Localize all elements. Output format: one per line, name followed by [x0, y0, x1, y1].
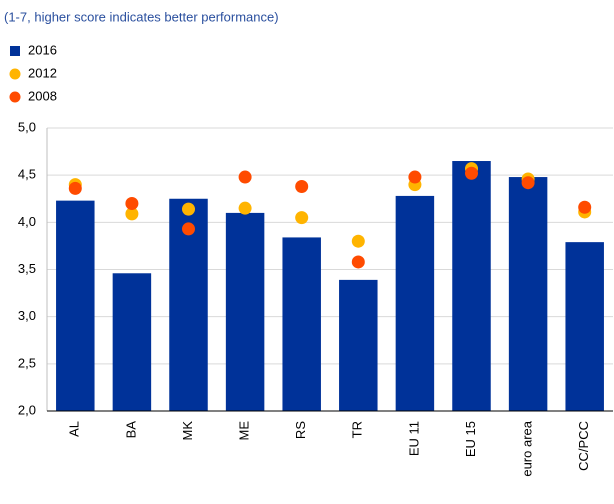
bar	[508, 177, 548, 411]
x-tick-label: EU 11	[406, 421, 421, 456]
dot	[125, 196, 139, 210]
dot	[295, 211, 309, 225]
bar	[395, 195, 435, 411]
dot	[182, 202, 195, 216]
bar	[452, 161, 491, 411]
legend-label: 2016	[28, 42, 57, 57]
legend-label: 2008	[28, 88, 57, 103]
dot	[238, 170, 252, 184]
y-tick-label: 3,5	[18, 261, 36, 276]
dot	[238, 201, 252, 215]
y-tick-label: 3,0	[18, 308, 36, 323]
bar	[282, 237, 321, 411]
dot	[295, 179, 309, 193]
x-tick-label: EU 15	[463, 421, 478, 457]
y-tick-label: 2,0	[18, 402, 36, 417]
bar	[339, 279, 378, 411]
y-tick-label: 2,5	[18, 355, 36, 370]
legend-label: 2012	[28, 65, 57, 80]
legend-swatch	[9, 91, 21, 103]
bar	[112, 273, 152, 411]
y-tick-label: 4,0	[18, 214, 36, 229]
x-tick-label: ME	[237, 421, 252, 441]
legend-swatch	[10, 46, 20, 56]
bar	[225, 212, 265, 411]
x-tick-label: AL	[67, 421, 82, 437]
y-tick-label: 5,0	[18, 119, 36, 134]
x-tick-label: RS	[293, 421, 308, 439]
dot	[68, 181, 82, 195]
dot	[182, 222, 195, 236]
y-tick-label: 4,5	[18, 167, 36, 182]
x-tick-label: CC/PCC	[576, 421, 591, 471]
legend-swatch	[9, 68, 21, 80]
x-tick-label: TR	[350, 421, 365, 438]
dot	[351, 255, 365, 269]
bar	[565, 242, 604, 411]
dot	[578, 200, 592, 214]
dot	[465, 166, 478, 180]
dot	[125, 207, 139, 221]
dot	[351, 234, 365, 248]
x-tick-label: MK	[180, 421, 195, 441]
x-tick-label: euro area	[520, 420, 535, 476]
x-tick-label: BA	[123, 421, 138, 439]
dot	[521, 176, 535, 190]
chart-subtitle: (1-7, higher score indicates better perf…	[4, 9, 279, 24]
bar	[56, 200, 95, 411]
dot	[408, 170, 422, 184]
